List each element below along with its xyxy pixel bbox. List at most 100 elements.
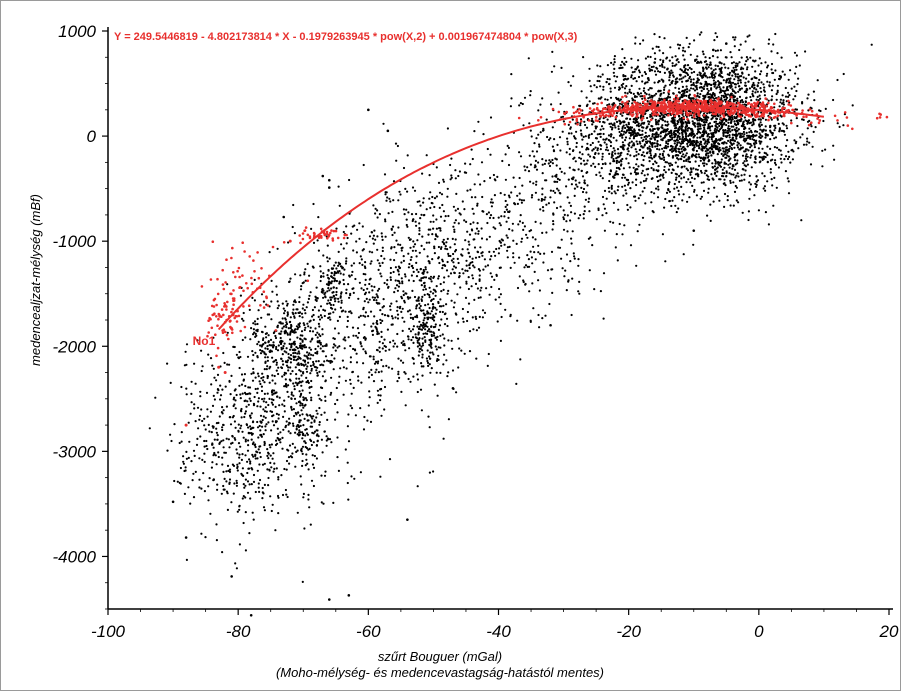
data-point [603,133,605,135]
data-point [553,201,555,203]
data-point [521,185,523,187]
data-point [583,217,585,219]
data-point [610,62,612,64]
data-point [500,245,502,247]
data-point [270,339,272,341]
data-point [649,152,651,154]
data-point [532,236,534,238]
data-point [550,161,552,163]
data-point [732,36,734,38]
data-point [646,117,648,119]
data-point [812,146,814,148]
data-point [450,272,452,274]
data-point [717,142,719,144]
data-point [403,260,405,262]
data-point [372,330,374,332]
data-point [729,145,731,147]
data-point [490,214,492,216]
data-point [635,68,637,70]
data-point [871,44,873,46]
data-point [717,123,719,125]
data-point [751,150,753,152]
data-point [785,87,787,89]
data-point [588,198,590,200]
data-point [379,309,381,311]
data-point [752,95,754,97]
data-point [794,95,796,97]
data-point [678,115,680,117]
data-point [331,354,333,356]
data-point [323,360,325,362]
data-point [652,134,654,136]
data-point [370,311,372,313]
data-point [738,85,740,87]
data-point [488,211,490,213]
data-point [842,124,844,126]
data-point [563,275,565,277]
data-point [260,352,262,354]
data-point [724,161,726,163]
data-point [796,125,798,127]
data-point [397,290,399,292]
data-point [418,303,420,305]
data-point [302,304,304,306]
data-point [528,57,530,59]
data-point [711,72,713,74]
data-point [644,143,646,145]
data-point [490,116,492,118]
data-point [600,148,602,150]
data-point [623,121,625,123]
data-point [308,347,310,349]
data-point [376,209,378,211]
data-point [712,166,714,168]
data-point [429,174,431,176]
data-point [540,131,542,133]
data-point [737,175,739,177]
data-point [332,304,334,306]
data-point [391,234,393,236]
data-point [733,100,735,102]
data-point [750,122,752,124]
data-point [794,52,796,54]
data-point [510,314,512,316]
data-point [580,187,582,189]
data-point [399,282,401,284]
data-point [588,68,590,70]
data-point [662,52,664,54]
data-point [439,335,441,337]
data-point [659,157,661,159]
data-point [723,172,725,174]
data-point [676,139,678,141]
data-point [607,99,609,101]
data-point [373,243,375,245]
data-point [293,385,295,387]
data-point [665,130,667,132]
data-point [524,225,526,227]
data-point [443,281,445,283]
data-point [707,127,709,129]
data-point [451,348,453,350]
data-point [475,232,477,234]
data-point [468,288,470,290]
data-point [426,271,428,273]
data-point [426,322,428,324]
data-point [704,141,706,143]
data-point [711,162,713,164]
data-point [649,145,651,147]
data-point [570,126,572,128]
data-point [754,60,756,62]
data-point [639,95,641,97]
data-point [647,148,649,150]
data-point [566,230,568,232]
data-point [722,86,724,88]
data-point [303,271,305,273]
data-point [475,358,477,360]
data-point [699,74,701,76]
data-point [552,214,554,216]
data-point [421,296,423,298]
data-point [358,222,360,224]
data-point [685,68,687,70]
data-point [642,127,644,129]
data-point [585,172,587,174]
data-point [742,162,744,164]
